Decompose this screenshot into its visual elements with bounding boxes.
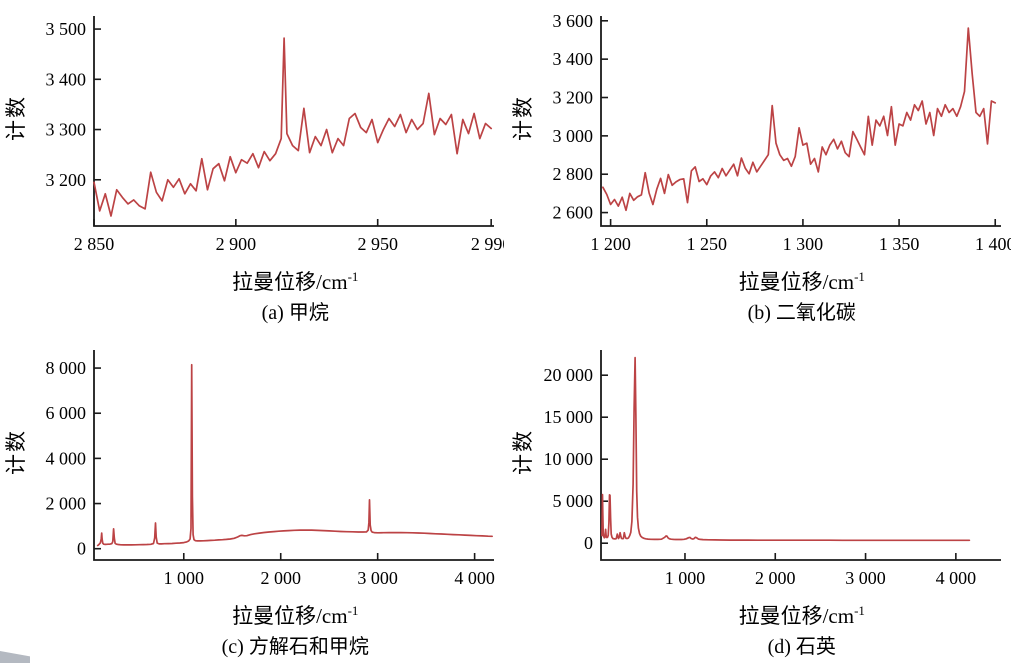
x-axis-label-c: 拉曼位移/cm-1: [0, 598, 507, 629]
x-axis-label-sup-d: -1: [854, 603, 865, 618]
axes-d: [599, 350, 1001, 561]
x-axis-label-sup-a: -1: [347, 269, 359, 284]
x-axis-label-d: 拉曼位移/cm-1: [507, 598, 1013, 629]
caption-d: (d) 石英: [767, 636, 836, 658]
x-axis-label-sup-c: -1: [347, 603, 359, 618]
y-tick-label: 3 200: [46, 170, 87, 190]
y-axis-label-wrap-a: 计数: [0, 6, 30, 264]
spectrum-svg-d: 0 5 000 10 000 15 000 20 000 1 000 2 000 3 000 4…: [543, 350, 1001, 588]
plot-area-c: 0 2 000 4 000 6 000 8 000 1 000 2 000 3 000 4 00…: [30, 340, 507, 598]
x-tick-label: 3 000: [357, 568, 398, 588]
y-tick-label: 4 000: [46, 448, 87, 468]
chart-row-b: 计数 2 600 2 800 3 000 3 200 3 400 3 600 1 200 1 …: [507, 6, 1013, 264]
y-tick-label: 3 300: [46, 120, 87, 140]
y-tick-label: 3 400: [552, 49, 593, 69]
y-axis-label-d: 计数: [510, 429, 535, 475]
y-tick-label: 3 600: [552, 11, 593, 31]
x-tick-label: 1 300: [782, 234, 823, 254]
y-tick-label: 5 000: [552, 491, 593, 511]
y-axis-label-b: 计数: [510, 95, 535, 141]
x-tick-label: 1 200: [590, 234, 631, 254]
caption-b: (b) 二氧化碳: [747, 302, 856, 324]
y-tick-label: 3 400: [46, 69, 87, 89]
plot-area-d: 0 5 000 10 000 15 000 20 000 1 000 2 000 3 000 4…: [537, 340, 1013, 598]
x-tick-label: 1 250: [686, 234, 727, 254]
x-axis-label-text-c: 拉曼位移/cm: [232, 604, 348, 628]
y-tick-label: 0: [584, 533, 593, 553]
y-tick-label: 6 000: [46, 403, 87, 423]
x-axis-label-text-d: 拉曼位移/cm: [738, 604, 855, 628]
y-tick-label: 0: [77, 539, 86, 559]
y-axis-label-wrap-d: 计数: [507, 340, 537, 598]
x-axis-label-b: 拉曼位移/cm-1: [507, 264, 1013, 295]
y-axis-label-a: 计数: [4, 95, 28, 141]
spectrum-line-c: [96, 363, 493, 547]
x-tick-label: 2 900: [216, 234, 257, 254]
x-tick-label: 1 000: [164, 568, 205, 588]
spectrum-line-b: [601, 27, 996, 212]
caption-c: (c) 方解石和甲烷: [221, 636, 369, 658]
panel-b: 计数 2 600 2 800 3 000 3 200 3 400 3 600 1 200 1 …: [507, 0, 1013, 334]
axes-b: [599, 16, 1001, 227]
panel-c: 计数 0 2 000 4 000 6 000 8 000 1 000 2 000 3 000 4…: [0, 334, 507, 668]
y-tick-label: 3 200: [552, 88, 593, 108]
x-tick-label: 2 000: [755, 568, 796, 588]
x-tick-label: 1 350: [878, 234, 919, 254]
chart-row-c: 计数 0 2 000 4 000 6 000 8 000 1 000 2 000 3 000 4…: [0, 340, 507, 598]
panel-d: 计数 0 5 000 10 000 15 000 20 000 1 000 2 000 3 0…: [507, 334, 1013, 668]
axes-a: [93, 16, 494, 227]
x-tick-label: 2 990: [471, 234, 504, 254]
y-tick-label: 2 600: [552, 203, 593, 223]
spectrum-line-a: [93, 37, 493, 217]
y-tick-label: 20 000: [543, 365, 593, 385]
axes-c: [93, 350, 494, 561]
y-axis-label-c: 计数: [4, 429, 28, 475]
caption-a: (a) 甲烷: [261, 302, 329, 324]
plot-area-a: 3 200 3 300 3 400 3 500 2 850 2 900 2 950 2 990: [30, 6, 507, 264]
x-tick-label: 3 000: [845, 568, 886, 588]
x-axis-label-sup-b: -1: [854, 269, 865, 284]
x-tick-label: 2 950: [357, 234, 398, 254]
x-axis-label-text-a: 拉曼位移/cm: [232, 270, 348, 294]
x-tick-label: 2 000: [260, 568, 301, 588]
y-axis-label-wrap-c: 计数: [0, 340, 30, 598]
y-axis-label-wrap-b: 计数: [507, 6, 537, 264]
chart-row-a: 计数 3 200 3 300 3 400 3 500 2 850 2 900 2 950 2 …: [0, 6, 507, 264]
x-tick-label: 1 000: [664, 568, 705, 588]
y-tick-label: 10 000: [543, 449, 593, 469]
x-tick-label: 2 850: [74, 234, 115, 254]
x-axis-label-text-b: 拉曼位移/cm: [738, 270, 855, 294]
y-tick-label: 8 000: [46, 358, 87, 378]
spectrum-svg-a: 3 200 3 300 3 400 3 500 2 850 2 900 2 950 2 990: [46, 16, 504, 254]
y-tick-label: 3 500: [46, 19, 87, 39]
y-tick-label: 3 000: [552, 126, 593, 146]
x-axis-label-a: 拉曼位移/cm-1: [0, 264, 507, 295]
panel-a: 计数 3 200 3 300 3 400 3 500 2 850 2 900 2 950 2 …: [0, 0, 507, 334]
y-tick-label: 15 000: [543, 407, 593, 427]
x-tick-label: 1 400: [974, 234, 1010, 254]
x-tick-label: 4 000: [454, 568, 495, 588]
y-tick-label: 2 000: [46, 494, 87, 514]
spectrum-svg-c: 0 2 000 4 000 6 000 8 000 1 000 2 000 3 000 4 00…: [46, 350, 495, 588]
chart-row-d: 计数 0 5 000 10 000 15 000 20 000 1 000 2 000 3 0…: [507, 340, 1013, 598]
x-tick-label: 4 000: [935, 568, 976, 588]
spectrum-line-d: [600, 356, 970, 542]
plot-area-b: 2 600 2 800 3 000 3 200 3 400 3 600 1 200 1 250…: [537, 6, 1013, 264]
spectrum-svg-b: 2 600 2 800 3 000 3 200 3 400 3 600 1 200 1 250…: [552, 11, 1011, 254]
y-tick-label: 2 800: [552, 164, 593, 184]
